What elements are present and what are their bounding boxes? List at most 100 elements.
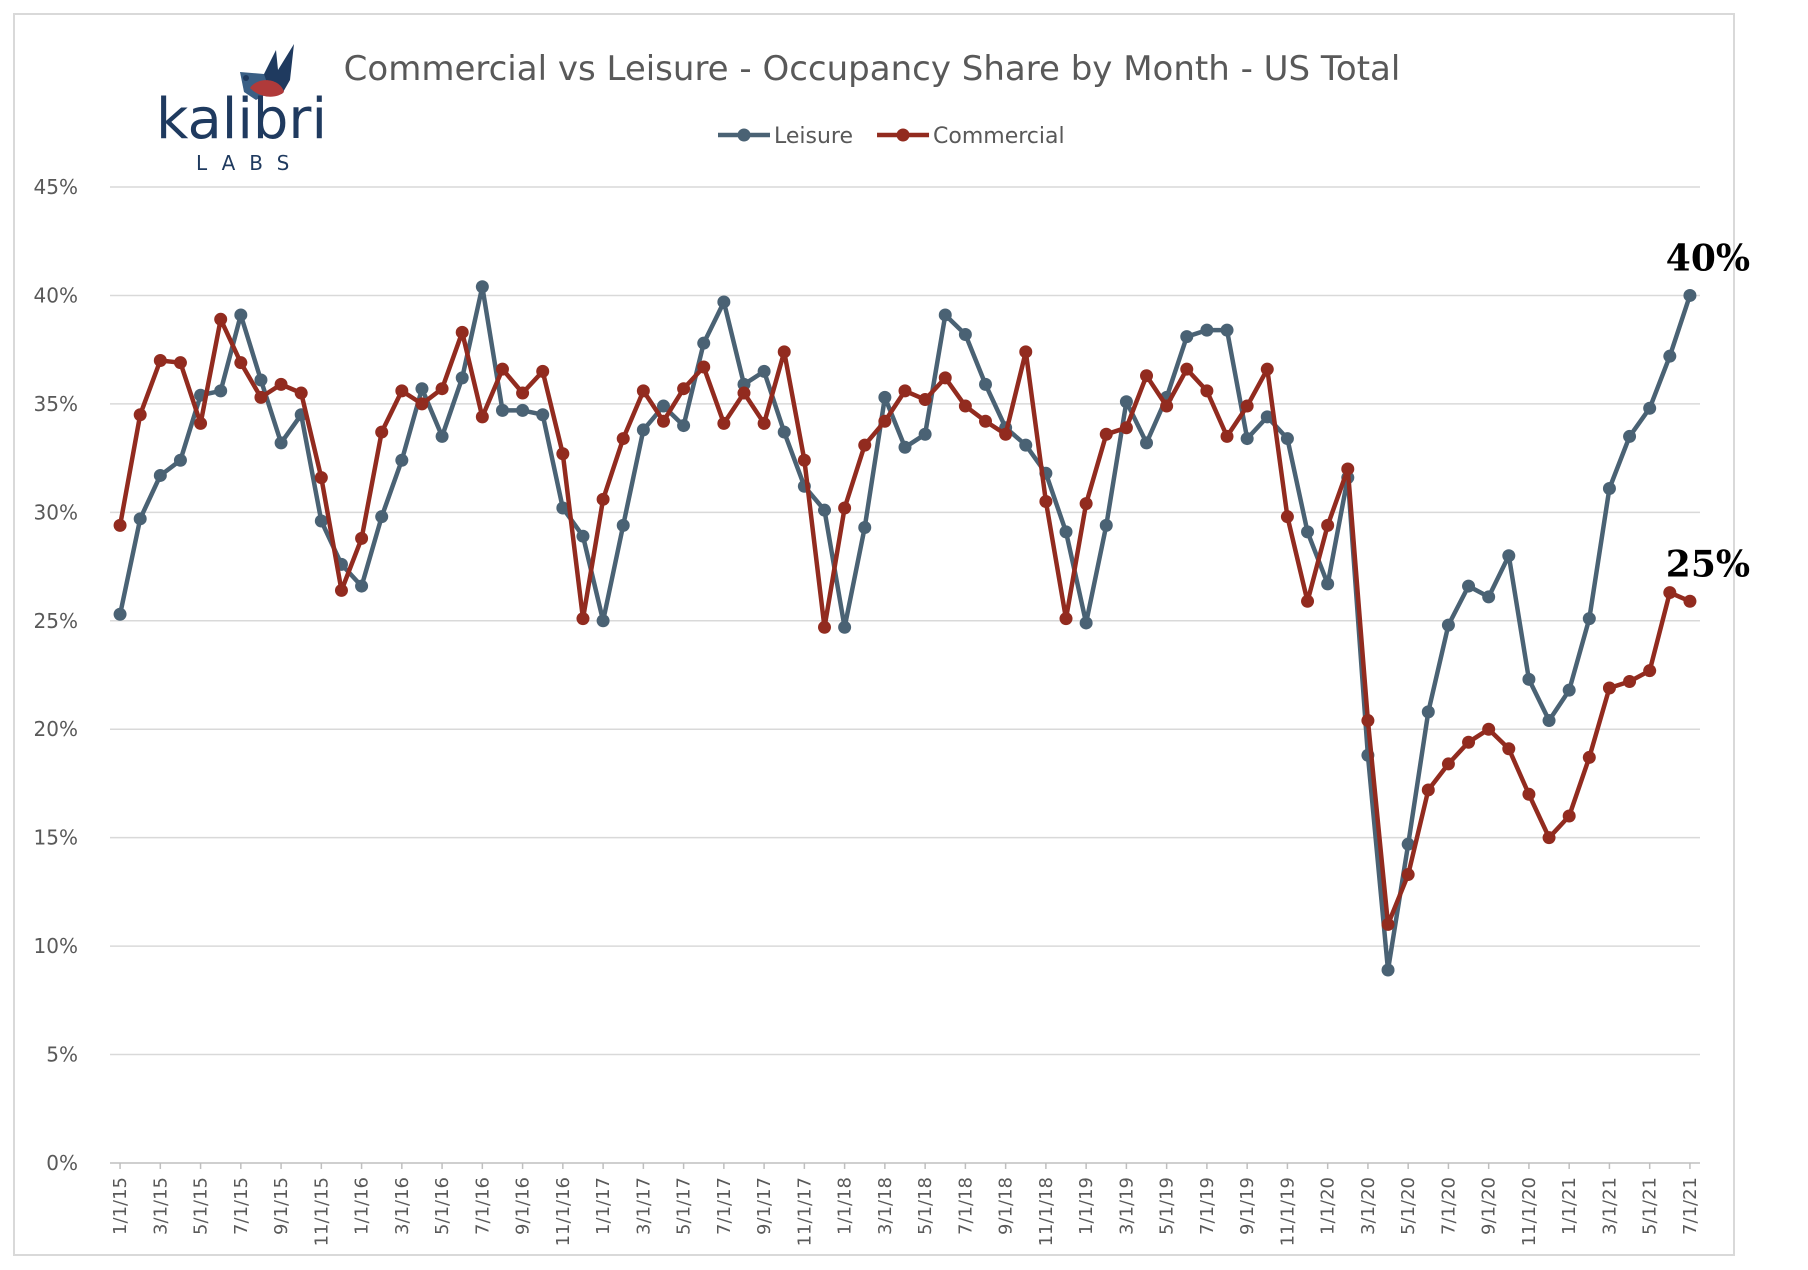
commercial-point bbox=[214, 312, 228, 326]
leisure-point bbox=[576, 529, 590, 543]
commercial-point bbox=[1602, 681, 1616, 695]
x-tick-label: 9/1/18 bbox=[996, 1177, 1017, 1235]
commercial-point bbox=[254, 390, 268, 404]
commercial-point bbox=[737, 386, 751, 400]
leisure-point bbox=[656, 399, 670, 413]
x-tick-label: 5/1/21 bbox=[1640, 1177, 1661, 1235]
x-tick-label: 7/1/20 bbox=[1438, 1177, 1459, 1235]
x-tick-label: 5/1/19 bbox=[1157, 1177, 1178, 1235]
leisure-point bbox=[1562, 683, 1576, 697]
x-tick-label: 3/1/21 bbox=[1599, 1177, 1620, 1235]
commercial-point bbox=[1140, 369, 1154, 383]
leisure-point bbox=[777, 425, 791, 439]
chart-frame bbox=[13, 13, 1735, 1256]
y-tick-label: 45% bbox=[34, 175, 78, 199]
x-tick-label: 7/1/17 bbox=[714, 1177, 735, 1235]
commercial-point bbox=[1160, 399, 1174, 413]
commercial-point bbox=[1119, 421, 1133, 435]
leisure-point bbox=[697, 336, 711, 350]
grid-lines bbox=[110, 186, 1700, 1164]
leisure-point bbox=[858, 521, 872, 535]
x-tick-label: 11/1/20 bbox=[1519, 1177, 1540, 1246]
x-tick-label: 5/1/15 bbox=[191, 1177, 212, 1235]
x-tick-label: 1/1/17 bbox=[593, 1177, 614, 1235]
commercial-point bbox=[1321, 518, 1335, 532]
commercial-point bbox=[375, 425, 389, 439]
commercial-point bbox=[153, 354, 167, 368]
x-tick-label: 9/1/15 bbox=[271, 1177, 292, 1235]
leisure-point bbox=[898, 440, 912, 454]
commercial-point bbox=[677, 382, 691, 396]
leisure-point bbox=[234, 308, 248, 322]
commercial-point bbox=[556, 447, 570, 461]
commercial-point bbox=[1441, 757, 1455, 771]
kalibri-labs-logo: kalibri LABS bbox=[156, 44, 327, 175]
commercial-point bbox=[1401, 868, 1415, 882]
commercial-point bbox=[1059, 612, 1073, 626]
leisure-legend-label: Leisure bbox=[774, 124, 853, 149]
leisure-point bbox=[1301, 525, 1315, 539]
leisure-point bbox=[1381, 963, 1395, 977]
commercial-point bbox=[797, 453, 811, 467]
leisure-point bbox=[878, 390, 892, 404]
x-tick-label: 7/1/18 bbox=[955, 1177, 976, 1235]
x-axis-ticks: 1/1/15 3/1/15 5/1/15 7/1/15 9/1/15 11/1/15 1/1… bbox=[110, 1163, 1701, 1246]
x-tick-label: 9/1/19 bbox=[1237, 1177, 1258, 1235]
leisure-point bbox=[1482, 590, 1496, 604]
commercial-point bbox=[1502, 742, 1516, 756]
leisure-point bbox=[254, 373, 268, 387]
leisure-point bbox=[938, 308, 952, 322]
commercial-point bbox=[334, 583, 348, 597]
leisure-point bbox=[1643, 401, 1657, 415]
leisure-point bbox=[1079, 616, 1093, 630]
commercial-point bbox=[717, 416, 731, 430]
commercial-point bbox=[1381, 917, 1395, 931]
x-tick-label: 5/1/16 bbox=[432, 1177, 453, 1235]
leisure-point bbox=[1019, 438, 1033, 452]
commercial-point bbox=[1643, 664, 1657, 678]
y-tick-label: 0% bbox=[46, 1151, 78, 1175]
commercial-legend-marker bbox=[896, 128, 910, 142]
commercial-point bbox=[878, 414, 892, 428]
x-tick-label: 11/1/18 bbox=[1036, 1177, 1057, 1246]
x-tick-label: 11/1/17 bbox=[794, 1177, 815, 1246]
leisure-point bbox=[1140, 436, 1154, 450]
commercial-point bbox=[1341, 462, 1355, 476]
leisure-point bbox=[677, 419, 691, 433]
x-tick-label: 9/1/20 bbox=[1479, 1177, 1500, 1235]
logo-subtitle: LABS bbox=[196, 151, 303, 175]
commercial-point bbox=[1482, 722, 1496, 736]
x-tick-label: 9/1/17 bbox=[754, 1177, 775, 1235]
commercial-point bbox=[596, 492, 610, 506]
commercial-point bbox=[1301, 594, 1315, 608]
y-tick-label: 35% bbox=[34, 392, 78, 416]
leisure-point bbox=[314, 514, 328, 528]
commercial-point bbox=[1280, 510, 1294, 524]
commercial-point bbox=[1462, 735, 1476, 749]
leisure-point bbox=[1663, 349, 1677, 363]
commercial-point bbox=[616, 432, 630, 446]
y-tick-label: 10% bbox=[34, 934, 78, 958]
leisure-point bbox=[375, 510, 389, 524]
x-tick-label: 7/1/19 bbox=[1197, 1177, 1218, 1235]
commercial-point bbox=[1099, 427, 1113, 441]
commercial-point bbox=[234, 356, 248, 370]
leisure-point bbox=[1180, 330, 1194, 344]
x-tick-label: 11/1/15 bbox=[311, 1177, 332, 1246]
commercial-point bbox=[958, 399, 972, 413]
commercial-point bbox=[1542, 831, 1556, 845]
x-tick-label: 1/1/15 bbox=[110, 1177, 131, 1235]
leisure-point bbox=[1421, 705, 1435, 719]
commercial-point bbox=[838, 501, 852, 515]
y-tick-label: 5% bbox=[46, 1043, 78, 1067]
x-tick-label: 1/1/16 bbox=[352, 1177, 373, 1235]
leisure-point bbox=[475, 280, 489, 294]
x-tick-label: 5/1/20 bbox=[1398, 1177, 1419, 1235]
leisure-point bbox=[1522, 672, 1536, 686]
commercial-point bbox=[918, 393, 932, 407]
chart-legend: Leisure Commercial bbox=[718, 124, 1065, 149]
commercial-point bbox=[898, 384, 912, 398]
commercial-point bbox=[113, 518, 127, 532]
x-tick-label: 7/1/15 bbox=[231, 1177, 252, 1235]
